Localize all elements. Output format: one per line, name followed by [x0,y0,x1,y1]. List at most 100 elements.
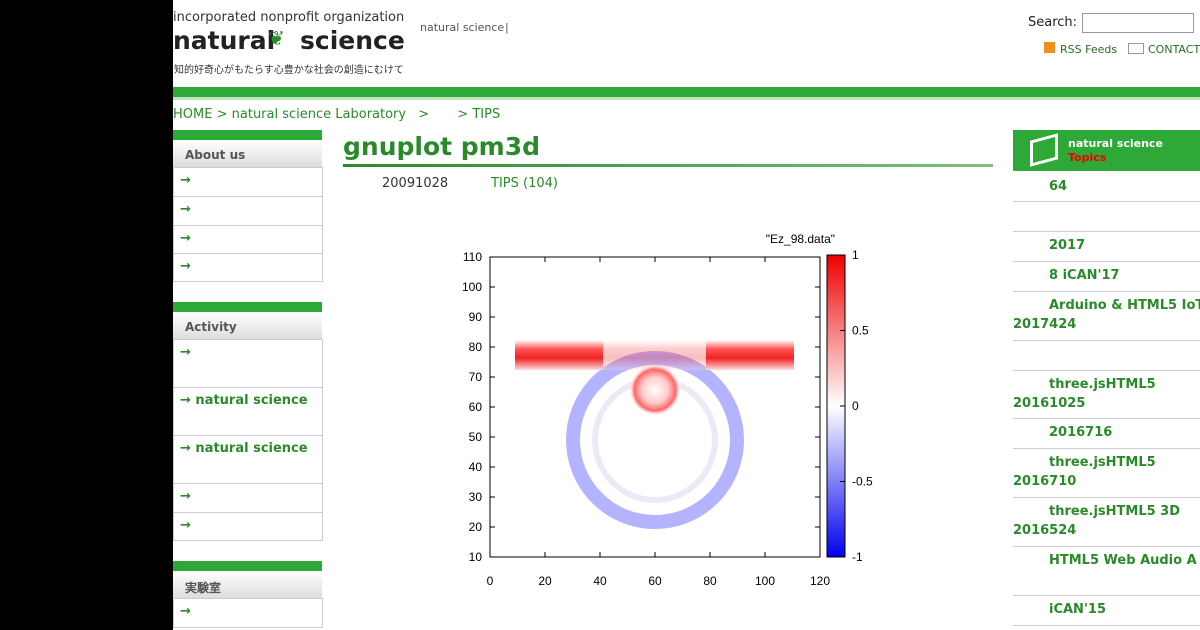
plot-title: "Ez_98.data" [766,232,835,246]
topic-item[interactable]: three.jsHTML5 3D 2016524 [1013,497,1200,547]
topic-item[interactable]: 2016716 [1013,418,1200,449]
y-tick-label: 70 [469,370,483,384]
sidebar-item[interactable]: → [173,598,323,628]
nav-sep: | [505,21,509,34]
y-tick-label: 80 [469,340,483,354]
topic-date[interactable]: 20161025 [1013,396,1086,411]
sidebar-item[interactable]: → [173,253,323,282]
topic-item[interactable]: 64 [1013,172,1200,202]
crumb-sep: > [418,107,430,122]
nav-link[interactable]: natural science [420,21,505,34]
sidebar-item[interactable]: → natural science [173,435,323,484]
section-title: About us [185,148,246,162]
sidebar-link[interactable]: → [180,231,191,246]
sidebar-item[interactable]: → [173,225,323,254]
y-tick-label: 10 [469,550,483,564]
topic-item[interactable]: iCAN'15 [1013,595,1200,626]
c-tick-label: 0 [852,399,859,413]
topic-item[interactable]: 8 iCAN'17 [1013,261,1200,292]
c-tick-label: 0.5 [852,324,869,338]
topic-title[interactable]: HTML5 Web Audio A [1049,553,1197,568]
sidebar-item[interactable]: → [173,339,323,388]
section-header: 実験室 [173,561,322,599]
search-input[interactable] [1082,13,1194,33]
logo[interactable]: science [300,26,405,55]
sidebar-item[interactable]: → natural science [173,387,323,436]
sidebar-item[interactable]: → [173,512,323,541]
sidebar-link[interactable]: → [180,345,191,360]
topic-item[interactable]: 2017 [1013,231,1200,262]
topics-header [1013,130,1200,171]
crumb[interactable]: TIPS [472,107,501,122]
sidebar-link[interactable]: → natural science [180,441,308,456]
topic-title[interactable]: three.jsHTML5 [1049,377,1156,392]
rss-icon [1044,42,1055,53]
sidebar-item[interactable]: → [173,167,323,197]
sidebar-link[interactable]: → [180,604,191,619]
topic-title[interactable]: iCAN'15 [1049,602,1107,617]
section-header: About us [173,130,322,168]
y-tick-label: 90 [469,310,483,324]
breadcrumb: HOME > natural science Laboratory > > TI… [173,107,500,122]
plot: "Ez_98.data"0 20 40 60 80 100 1201020304050607… [462,232,873,588]
search-label: Search: [1028,15,1078,30]
topic-date[interactable]: 2017424 [1013,317,1077,332]
article-category[interactable]: TIPS (104) [491,176,558,191]
topic-title[interactable]: 2016716 [1049,425,1113,440]
tagline: 知的好奇心がもたらす心豊かな社会の創造にむけて [174,65,404,76]
topic-title[interactable]: three.jsHTML5 [1049,455,1156,470]
sidebar-link[interactable]: → [180,202,191,217]
org: incorporated nonprofit organization [173,10,405,25]
topic-title[interactable]: 2017 [1049,238,1086,253]
crumb-sep: > [216,107,228,122]
sidebar-item[interactable]: → [173,483,323,513]
topic-date[interactable]: 2016710 [1013,474,1077,489]
topic-title[interactable]: three.jsHTML5 3D [1049,504,1181,519]
topic-title[interactable]: Arduino & HTML5 IoT [1049,298,1200,313]
crumb[interactable]: natural science Laboratory [231,107,407,122]
y-tick-label: 60 [469,400,483,414]
title-underline [343,164,993,167]
green-bar-shadow [173,97,1200,100]
section-title: 実験室 [185,581,222,595]
topic-title[interactable]: 8 iCAN'17 [1049,268,1120,283]
section-header: Activity [173,302,322,340]
topic-item[interactable]: HTML5 Web Audio A [1013,546,1200,596]
sidebar-link[interactable]: → [180,173,191,188]
x-tick-label: 0 [487,574,494,588]
section-title: Activity [185,320,237,334]
heatmap [515,340,794,529]
article-title: gnuplot pm3d [343,132,541,161]
logo-icon: ❦ [268,26,285,50]
sidebar-item[interactable]: → [173,196,323,226]
topic-item[interactable]: three.jsHTML5 20161025 [1013,370,1200,419]
topic-title[interactable]: 64 [1049,179,1068,194]
topic-item[interactable]: Arduino & HTML5 IoT 2017424 [1013,291,1200,341]
green-bar [173,87,1200,97]
mail-icon [1128,43,1144,54]
rss-link[interactable]: RSS Feeds [1060,43,1118,56]
x-tick-label: 40 [593,574,607,588]
c-tick-label: -0.5 [852,475,873,489]
x-tick-label: 80 [703,574,717,588]
topic-item[interactable]: three.jsHTML5 2016710 [1013,448,1200,498]
y-tick-label: 100 [462,280,482,294]
topic-date[interactable]: 2016524 [1013,523,1077,538]
crumb-sep: > [457,107,469,122]
logo[interactable]: natural [173,26,276,55]
contact-link[interactable]: CONTACT US [1148,43,1200,56]
sidebar-link[interactable]: → [180,518,191,533]
sidebar-link[interactable]: → natural science [180,393,308,408]
c-tick-label: -1 [852,550,863,564]
c-tick-label: 1 [852,248,859,262]
y-tick-label: 50 [469,430,483,444]
crumb[interactable]: HOME [173,107,213,122]
sidebar-link[interactable]: → [180,259,191,274]
article-date: 20091028 [382,176,449,191]
x-tick-label: 100 [755,574,775,588]
x-tick-label: 60 [648,574,662,588]
sidebar-link[interactable]: → [180,489,191,504]
topic-item-empty [1013,201,1200,232]
topic-item-empty [1013,340,1200,371]
